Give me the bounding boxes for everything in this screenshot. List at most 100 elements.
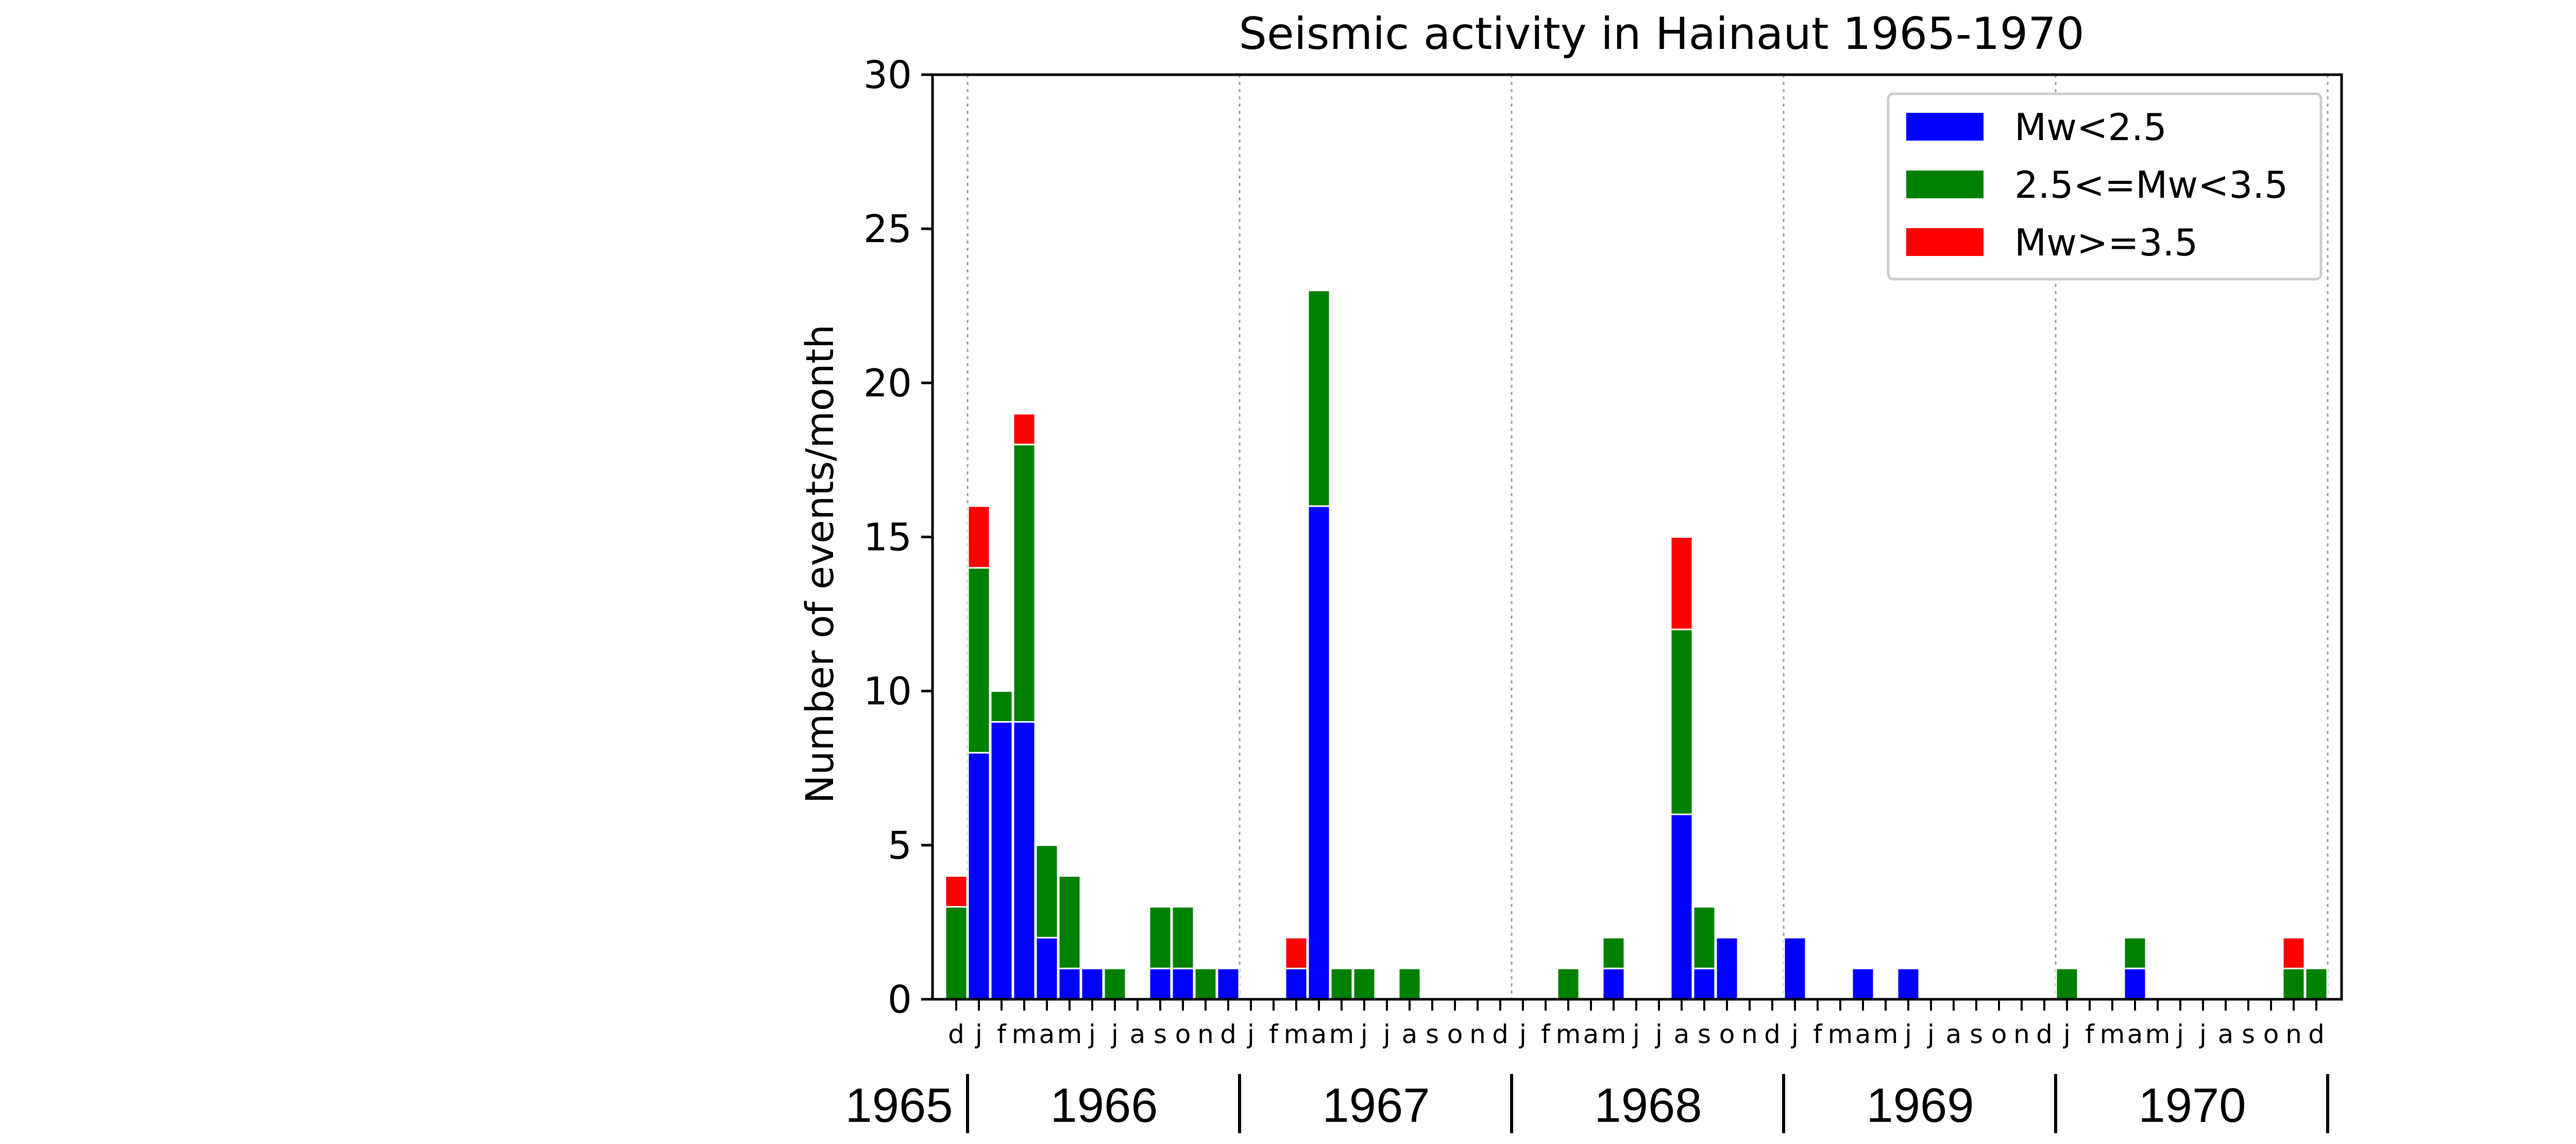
x-tick-label: m bbox=[1601, 1019, 1626, 1049]
bar-segment bbox=[2123, 936, 2147, 969]
x-tick-label: j bbox=[1904, 1019, 1912, 1049]
y-tick-label: 10 bbox=[863, 670, 912, 714]
x-tick-label: d bbox=[948, 1019, 964, 1049]
bar-segment bbox=[2282, 936, 2306, 969]
bar-segment bbox=[2282, 967, 2306, 1000]
bar-segment bbox=[1602, 967, 1625, 1000]
bar-segment bbox=[1284, 967, 1308, 1000]
x-tick-label: n bbox=[2285, 1019, 2302, 1049]
bar-segment bbox=[967, 752, 991, 1000]
year-label: 1968 bbox=[1594, 1078, 1702, 1132]
x-tick-label: d bbox=[1492, 1019, 1509, 1049]
year-label: 1967 bbox=[1322, 1078, 1430, 1132]
bar-segment bbox=[990, 690, 1013, 723]
x-tick-label: a bbox=[1855, 1019, 1871, 1049]
bar-segment bbox=[1012, 721, 1036, 1000]
x-tick-label: s bbox=[1970, 1019, 1983, 1049]
x-tick-label: j bbox=[1247, 1019, 1255, 1049]
x-tick-label: a bbox=[2127, 1019, 2143, 1049]
bar-segment bbox=[1194, 967, 1217, 1000]
y-tick-label: 5 bbox=[888, 824, 912, 868]
year-label: 1966 bbox=[1050, 1078, 1158, 1132]
bar-segment bbox=[1171, 967, 1195, 1000]
bar-segment bbox=[1670, 628, 1693, 815]
x-tick-label: m bbox=[1556, 1019, 1581, 1049]
x-tick-label: o bbox=[1719, 1019, 1735, 1049]
x-tick-label: s bbox=[1698, 1019, 1711, 1049]
x-tick-label: j bbox=[1927, 1019, 1935, 1049]
x-tick-label: j bbox=[1360, 1019, 1368, 1049]
bar-segment bbox=[1670, 813, 1693, 1000]
bar-segment bbox=[944, 906, 968, 1000]
y-tick-label: 20 bbox=[863, 361, 912, 405]
x-tick-label: j bbox=[1791, 1019, 1799, 1049]
bar-segment bbox=[1058, 875, 1081, 969]
bar-segment bbox=[1783, 936, 1807, 1000]
x-tick-label: n bbox=[1197, 1019, 1214, 1049]
bar-segment bbox=[1352, 967, 1376, 1000]
x-tick-label: s bbox=[1154, 1019, 1167, 1049]
x-tick-label: d bbox=[2036, 1019, 2053, 1049]
x-tick-label: o bbox=[1447, 1019, 1463, 1049]
x-tick-label: j bbox=[1383, 1019, 1391, 1049]
bar-segment bbox=[1012, 443, 1036, 723]
x-tick-label: j bbox=[975, 1019, 982, 1049]
bar-segment bbox=[1330, 967, 1353, 1000]
bar-segment bbox=[967, 505, 991, 569]
x-tick-label: f bbox=[997, 1019, 1007, 1049]
x-tick-label: j bbox=[1088, 1019, 1096, 1049]
x-tick-label: a bbox=[2218, 1019, 2234, 1049]
bar-segment bbox=[1896, 967, 1920, 1000]
bar-segment bbox=[1148, 967, 1172, 1000]
bar-segment bbox=[967, 567, 991, 754]
x-tick-label: m bbox=[1284, 1019, 1309, 1049]
year-label: 1969 bbox=[1866, 1078, 1974, 1132]
x-tick-label: j bbox=[2176, 1019, 2184, 1049]
bar-segment bbox=[1058, 967, 1081, 1000]
bar-segment bbox=[1692, 906, 1716, 969]
year-label: 1965 bbox=[845, 1078, 953, 1132]
x-tick-label: f bbox=[1269, 1019, 1279, 1049]
bar-segment bbox=[1307, 505, 1331, 1000]
x-tick-label: m bbox=[2100, 1019, 2125, 1049]
legend-swatch bbox=[1906, 228, 1984, 256]
x-tick-label: j bbox=[1655, 1019, 1663, 1049]
y-axis-label: Number of events/month bbox=[798, 325, 842, 804]
year-label: 1970 bbox=[2138, 1078, 2246, 1132]
legend-frame bbox=[1887, 92, 2323, 281]
legend-label: Mw>=3.5 bbox=[2014, 221, 2198, 264]
x-tick-label: a bbox=[1039, 1019, 1055, 1049]
bar-segment bbox=[1602, 936, 1625, 969]
x-tick-label: o bbox=[1991, 1019, 2007, 1049]
x-tick-label: f bbox=[1813, 1019, 1823, 1049]
x-tick-label: m bbox=[1057, 1019, 1082, 1049]
bar-segment bbox=[1692, 967, 1716, 1000]
bar-segment bbox=[1035, 844, 1059, 938]
x-tick-label: m bbox=[2145, 1019, 2171, 1049]
legend-swatch bbox=[1906, 170, 1984, 198]
legend-swatch bbox=[1906, 113, 1984, 141]
x-tick-label: a bbox=[1311, 1019, 1327, 1049]
x-tick-label: a bbox=[1583, 1019, 1599, 1049]
legend: Mw<2.5 2.5<=Mw<3.5 Mw>=3.5 bbox=[1887, 92, 2323, 281]
x-tick-label: f bbox=[1541, 1019, 1551, 1049]
bar-segment bbox=[1103, 967, 1127, 1000]
bar-segment bbox=[1148, 906, 1172, 969]
x-tick-label: m bbox=[1329, 1019, 1354, 1049]
x-tick-label: a bbox=[1946, 1019, 1962, 1049]
legend-label: Mw<2.5 bbox=[2014, 106, 2167, 149]
bar-segment bbox=[1670, 536, 1693, 630]
y-tick-label: 30 bbox=[863, 53, 912, 97]
x-tick-label: o bbox=[2263, 1019, 2279, 1049]
bar-segment bbox=[1715, 936, 1739, 1000]
bar-segment bbox=[2055, 967, 2079, 1000]
x-tick-label: f bbox=[2085, 1019, 2095, 1049]
bar-segment bbox=[1171, 906, 1195, 969]
x-tick-label: m bbox=[1012, 1019, 1037, 1049]
x-tick-label: j bbox=[2063, 1019, 2071, 1049]
x-tick-label: m bbox=[1828, 1019, 1853, 1049]
y-axis: 0 5 10 15 20 25 30 bbox=[863, 53, 933, 1022]
bar-segment bbox=[1284, 936, 1308, 969]
x-tick-label: d bbox=[1764, 1019, 1781, 1049]
